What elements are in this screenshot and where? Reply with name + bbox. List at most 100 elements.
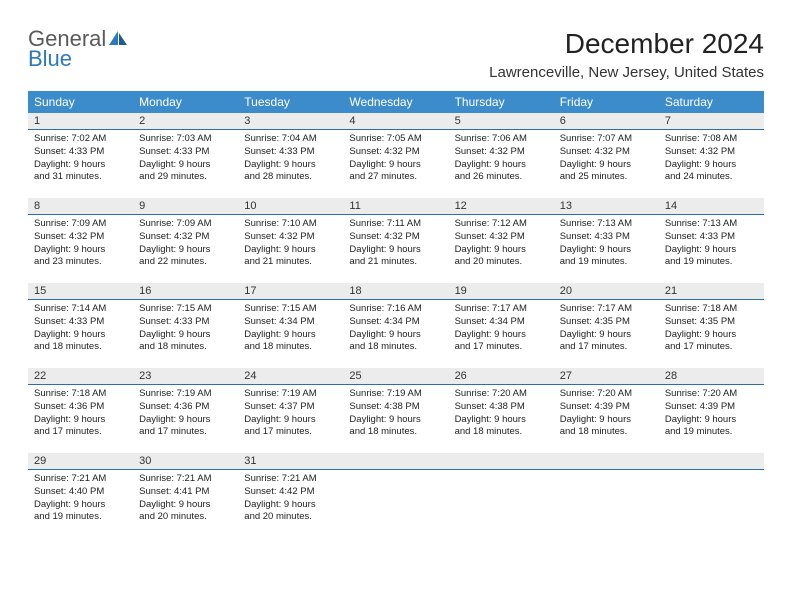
day-detail-line: Sunrise: 7:17 AM bbox=[455, 303, 548, 316]
day-detail-line: Daylight: 9 hours bbox=[560, 414, 653, 427]
day-detail-line: Daylight: 9 hours bbox=[139, 329, 232, 342]
day-number: 28 bbox=[659, 368, 764, 384]
day-details: Sunrise: 7:20 AMSunset: 4:39 PMDaylight:… bbox=[554, 385, 659, 443]
day-details: Sunrise: 7:19 AMSunset: 4:36 PMDaylight:… bbox=[133, 385, 238, 443]
calendar-cell: 22Sunrise: 7:18 AMSunset: 4:36 PMDayligh… bbox=[28, 368, 133, 453]
weekday-header: Sunday bbox=[28, 91, 133, 113]
day-details: Sunrise: 7:09 AMSunset: 4:32 PMDaylight:… bbox=[133, 215, 238, 273]
day-details: Sunrise: 7:09 AMSunset: 4:32 PMDaylight:… bbox=[28, 215, 133, 273]
calendar-cell bbox=[554, 453, 659, 538]
calendar-cell: 16Sunrise: 7:15 AMSunset: 4:33 PMDayligh… bbox=[133, 283, 238, 368]
day-detail-line: Daylight: 9 hours bbox=[34, 329, 127, 342]
calendar-cell: 2Sunrise: 7:03 AMSunset: 4:33 PMDaylight… bbox=[133, 113, 238, 198]
calendar-row: 29Sunrise: 7:21 AMSunset: 4:40 PMDayligh… bbox=[28, 453, 764, 538]
day-detail-line: and 20 minutes. bbox=[244, 511, 337, 524]
day-number: 16 bbox=[133, 283, 238, 299]
day-detail-line: Sunset: 4:34 PM bbox=[244, 316, 337, 329]
day-detail-line: and 19 minutes. bbox=[665, 426, 758, 439]
location-label: Lawrenceville, New Jersey, United States bbox=[489, 64, 764, 81]
calendar-cell: 23Sunrise: 7:19 AMSunset: 4:36 PMDayligh… bbox=[133, 368, 238, 453]
day-detail-line: Sunset: 4:33 PM bbox=[34, 146, 127, 159]
day-details: Sunrise: 7:15 AMSunset: 4:33 PMDaylight:… bbox=[133, 300, 238, 358]
day-number: 10 bbox=[238, 198, 343, 214]
day-detail-line: Sunset: 4:42 PM bbox=[244, 486, 337, 499]
day-detail-line: Sunrise: 7:21 AM bbox=[34, 473, 127, 486]
day-detail-line: Daylight: 9 hours bbox=[349, 414, 442, 427]
day-detail-line: Daylight: 9 hours bbox=[665, 329, 758, 342]
calendar-cell: 6Sunrise: 7:07 AMSunset: 4:32 PMDaylight… bbox=[554, 113, 659, 198]
day-details: Sunrise: 7:11 AMSunset: 4:32 PMDaylight:… bbox=[343, 215, 448, 273]
day-detail-line: Sunrise: 7:18 AM bbox=[665, 303, 758, 316]
day-detail-line: and 22 minutes. bbox=[139, 256, 232, 269]
day-details: Sunrise: 7:18 AMSunset: 4:35 PMDaylight:… bbox=[659, 300, 764, 358]
day-number: 21 bbox=[659, 283, 764, 299]
day-details: Sunrise: 7:05 AMSunset: 4:32 PMDaylight:… bbox=[343, 130, 448, 188]
day-detail-line: and 25 minutes. bbox=[560, 171, 653, 184]
calendar-cell: 29Sunrise: 7:21 AMSunset: 4:40 PMDayligh… bbox=[28, 453, 133, 538]
day-detail-line: Sunset: 4:35 PM bbox=[665, 316, 758, 329]
day-detail-line: Sunrise: 7:11 AM bbox=[349, 218, 442, 231]
day-details: Sunrise: 7:20 AMSunset: 4:38 PMDaylight:… bbox=[449, 385, 554, 443]
day-details: Sunrise: 7:08 AMSunset: 4:32 PMDaylight:… bbox=[659, 130, 764, 188]
day-details: Sunrise: 7:12 AMSunset: 4:32 PMDaylight:… bbox=[449, 215, 554, 273]
day-details: Sunrise: 7:02 AMSunset: 4:33 PMDaylight:… bbox=[28, 130, 133, 188]
day-number: 18 bbox=[343, 283, 448, 299]
day-detail-line: Sunrise: 7:02 AM bbox=[34, 133, 127, 146]
day-number: 2 bbox=[133, 113, 238, 129]
day-detail-line: Daylight: 9 hours bbox=[34, 499, 127, 512]
day-detail-line: Daylight: 9 hours bbox=[244, 329, 337, 342]
day-detail-line: Sunset: 4:36 PM bbox=[139, 401, 232, 414]
day-detail-line: and 21 minutes. bbox=[244, 256, 337, 269]
calendar-cell: 27Sunrise: 7:20 AMSunset: 4:39 PMDayligh… bbox=[554, 368, 659, 453]
day-detail-line: Daylight: 9 hours bbox=[665, 159, 758, 172]
day-number: 5 bbox=[449, 113, 554, 129]
day-detail-line: Sunrise: 7:18 AM bbox=[34, 388, 127, 401]
day-details: Sunrise: 7:19 AMSunset: 4:38 PMDaylight:… bbox=[343, 385, 448, 443]
weekday-header: Friday bbox=[554, 91, 659, 113]
day-detail-line: and 26 minutes. bbox=[455, 171, 548, 184]
day-detail-line: and 18 minutes. bbox=[349, 341, 442, 354]
day-detail-line: Sunrise: 7:10 AM bbox=[244, 218, 337, 231]
calendar-cell: 13Sunrise: 7:13 AMSunset: 4:33 PMDayligh… bbox=[554, 198, 659, 283]
day-detail-line: Sunrise: 7:15 AM bbox=[139, 303, 232, 316]
day-number-empty bbox=[449, 453, 554, 469]
day-detail-line: and 17 minutes. bbox=[560, 341, 653, 354]
day-detail-line: and 18 minutes. bbox=[244, 341, 337, 354]
weekday-header: Monday bbox=[133, 91, 238, 113]
day-detail-line: Sunset: 4:39 PM bbox=[665, 401, 758, 414]
day-detail-line: and 20 minutes. bbox=[139, 511, 232, 524]
day-detail-line: Sunrise: 7:13 AM bbox=[665, 218, 758, 231]
calendar-cell: 15Sunrise: 7:14 AMSunset: 4:33 PMDayligh… bbox=[28, 283, 133, 368]
calendar-cell bbox=[343, 453, 448, 538]
day-detail-line: Daylight: 9 hours bbox=[349, 244, 442, 257]
day-detail-line: Sunset: 4:32 PM bbox=[349, 146, 442, 159]
day-detail-line: and 19 minutes. bbox=[34, 511, 127, 524]
day-detail-line: Sunrise: 7:09 AM bbox=[139, 218, 232, 231]
day-number: 6 bbox=[554, 113, 659, 129]
calendar-row: 8Sunrise: 7:09 AMSunset: 4:32 PMDaylight… bbox=[28, 198, 764, 283]
logo-text-blue: Blue bbox=[28, 48, 128, 70]
calendar-cell: 26Sunrise: 7:20 AMSunset: 4:38 PMDayligh… bbox=[449, 368, 554, 453]
day-detail-line: Sunrise: 7:20 AM bbox=[560, 388, 653, 401]
day-number: 24 bbox=[238, 368, 343, 384]
day-detail-line: Sunset: 4:33 PM bbox=[665, 231, 758, 244]
day-detail-line: Daylight: 9 hours bbox=[560, 159, 653, 172]
day-detail-line: Daylight: 9 hours bbox=[455, 244, 548, 257]
day-details: Sunrise: 7:19 AMSunset: 4:37 PMDaylight:… bbox=[238, 385, 343, 443]
day-number: 26 bbox=[449, 368, 554, 384]
calendar-cell: 20Sunrise: 7:17 AMSunset: 4:35 PMDayligh… bbox=[554, 283, 659, 368]
day-detail-line: Sunset: 4:33 PM bbox=[244, 146, 337, 159]
day-detail-line: Daylight: 9 hours bbox=[139, 244, 232, 257]
calendar-table: Sunday Monday Tuesday Wednesday Thursday… bbox=[28, 91, 764, 538]
day-number: 12 bbox=[449, 198, 554, 214]
day-detail-line: and 19 minutes. bbox=[665, 256, 758, 269]
day-detail-line: Sunset: 4:33 PM bbox=[139, 316, 232, 329]
weekday-header: Tuesday bbox=[238, 91, 343, 113]
day-detail-line: Daylight: 9 hours bbox=[34, 414, 127, 427]
calendar-cell: 25Sunrise: 7:19 AMSunset: 4:38 PMDayligh… bbox=[343, 368, 448, 453]
calendar-cell: 12Sunrise: 7:12 AMSunset: 4:32 PMDayligh… bbox=[449, 198, 554, 283]
day-details-empty bbox=[449, 470, 554, 477]
day-details: Sunrise: 7:21 AMSunset: 4:40 PMDaylight:… bbox=[28, 470, 133, 528]
calendar-cell bbox=[449, 453, 554, 538]
day-details-empty bbox=[343, 470, 448, 477]
